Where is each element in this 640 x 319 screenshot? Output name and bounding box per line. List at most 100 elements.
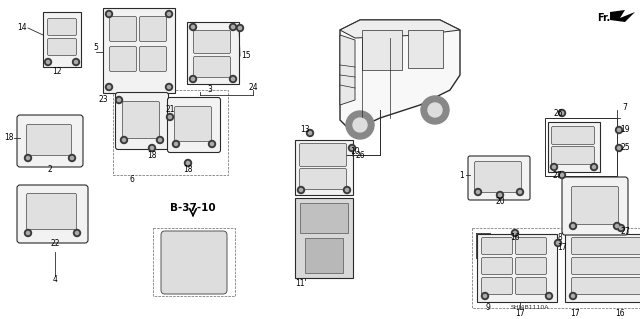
- Circle shape: [511, 229, 518, 236]
- FancyBboxPatch shape: [481, 238, 513, 255]
- FancyBboxPatch shape: [17, 115, 83, 167]
- Bar: [103, 8, 175, 93]
- Circle shape: [157, 137, 163, 144]
- Circle shape: [72, 58, 79, 65]
- Text: 27: 27: [552, 170, 562, 180]
- Circle shape: [232, 78, 235, 81]
- Text: 7: 7: [623, 103, 627, 113]
- Circle shape: [106, 11, 113, 18]
- Circle shape: [230, 24, 237, 31]
- Text: 4: 4: [52, 276, 58, 285]
- FancyBboxPatch shape: [572, 187, 618, 225]
- FancyBboxPatch shape: [481, 257, 513, 275]
- Circle shape: [175, 142, 177, 145]
- Circle shape: [620, 226, 623, 230]
- Circle shape: [499, 193, 502, 197]
- Circle shape: [344, 187, 351, 194]
- Bar: [545, 118, 617, 176]
- Bar: [565, 234, 640, 302]
- FancyBboxPatch shape: [552, 146, 595, 165]
- Circle shape: [550, 164, 557, 170]
- FancyBboxPatch shape: [515, 278, 547, 294]
- FancyBboxPatch shape: [300, 168, 346, 189]
- Circle shape: [115, 97, 122, 103]
- FancyBboxPatch shape: [26, 194, 77, 229]
- Text: 24: 24: [248, 83, 258, 92]
- Circle shape: [211, 142, 214, 145]
- Circle shape: [186, 161, 189, 165]
- Circle shape: [346, 111, 374, 139]
- Circle shape: [166, 84, 173, 91]
- FancyBboxPatch shape: [481, 278, 513, 294]
- Bar: [113, 90, 228, 175]
- Circle shape: [189, 24, 196, 31]
- Circle shape: [230, 76, 237, 83]
- Circle shape: [237, 25, 243, 32]
- Circle shape: [481, 293, 488, 300]
- FancyBboxPatch shape: [175, 107, 211, 142]
- Text: 16: 16: [510, 234, 520, 242]
- Circle shape: [308, 131, 312, 135]
- Circle shape: [122, 138, 125, 142]
- Text: 18: 18: [4, 133, 13, 143]
- Circle shape: [173, 140, 179, 147]
- Text: 10: 10: [350, 147, 360, 157]
- Text: 14: 14: [17, 24, 27, 33]
- Circle shape: [353, 118, 367, 132]
- Bar: [153, 228, 235, 296]
- Bar: [472, 228, 640, 308]
- Circle shape: [570, 222, 577, 229]
- Circle shape: [618, 146, 621, 150]
- Text: 8: 8: [557, 233, 563, 241]
- Circle shape: [572, 294, 575, 298]
- Circle shape: [616, 127, 623, 133]
- Text: 20: 20: [495, 197, 505, 206]
- Text: B-37-10: B-37-10: [170, 203, 216, 213]
- FancyBboxPatch shape: [572, 257, 640, 275]
- FancyBboxPatch shape: [115, 93, 168, 150]
- Circle shape: [559, 172, 566, 179]
- Text: 15: 15: [241, 50, 251, 60]
- Text: 17: 17: [570, 308, 580, 317]
- Text: 12: 12: [52, 68, 61, 77]
- Text: 2: 2: [47, 166, 52, 174]
- Bar: [408, 30, 443, 68]
- Circle shape: [184, 160, 191, 167]
- FancyBboxPatch shape: [572, 278, 640, 294]
- Circle shape: [614, 222, 621, 229]
- Circle shape: [547, 294, 550, 298]
- FancyBboxPatch shape: [552, 127, 595, 145]
- Circle shape: [552, 166, 556, 168]
- Circle shape: [120, 137, 127, 144]
- Circle shape: [518, 190, 522, 194]
- FancyBboxPatch shape: [109, 17, 136, 41]
- Text: 9: 9: [486, 303, 490, 313]
- Text: Fr.: Fr.: [597, 13, 611, 23]
- Circle shape: [74, 60, 77, 63]
- Bar: [305, 238, 343, 273]
- Circle shape: [561, 111, 564, 115]
- Circle shape: [570, 293, 577, 300]
- Circle shape: [191, 78, 195, 81]
- Circle shape: [209, 140, 216, 147]
- Circle shape: [166, 114, 173, 121]
- Circle shape: [106, 84, 113, 91]
- FancyBboxPatch shape: [515, 257, 547, 275]
- Bar: [43, 12, 81, 67]
- Circle shape: [572, 225, 575, 227]
- Bar: [295, 198, 353, 278]
- Circle shape: [616, 145, 623, 152]
- Text: 17: 17: [557, 243, 567, 253]
- Circle shape: [559, 109, 566, 116]
- Text: 18: 18: [183, 166, 193, 174]
- Circle shape: [45, 58, 51, 65]
- FancyBboxPatch shape: [17, 185, 88, 243]
- Text: 21: 21: [165, 106, 175, 115]
- Text: 27: 27: [620, 227, 630, 236]
- Bar: [187, 22, 239, 84]
- FancyBboxPatch shape: [193, 56, 230, 78]
- Text: 5: 5: [93, 43, 99, 53]
- Text: 25: 25: [620, 144, 630, 152]
- Circle shape: [591, 164, 598, 170]
- Circle shape: [26, 231, 29, 234]
